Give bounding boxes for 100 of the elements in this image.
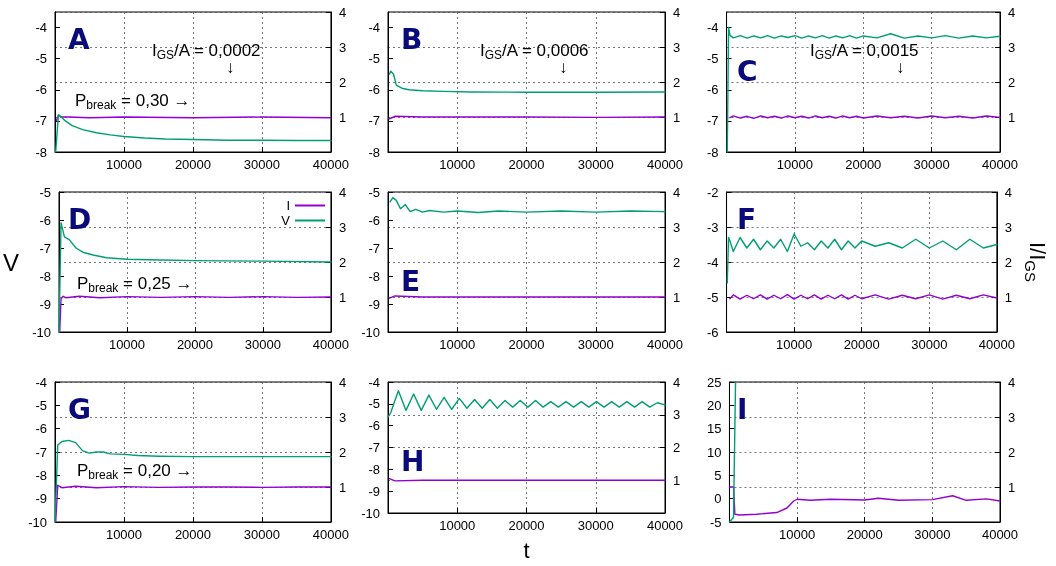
x-tick-label: 30000 [577, 518, 614, 533]
y-tick-label: 25 [706, 374, 722, 390]
y2-tick-label: 3 [338, 39, 347, 55]
y2-tick-label: 2 [673, 254, 681, 270]
y-tick-label: -5 [709, 514, 722, 530]
y-tick-label: -8 [368, 461, 380, 477]
y2-tick-label: 2 [1004, 254, 1013, 270]
y2-tick-label: 2 [338, 444, 347, 460]
y-tick-label: -4 [35, 20, 47, 36]
x-tick-label: 10000 [439, 337, 476, 352]
y2-tick-label: 2 [338, 254, 347, 270]
x-tick-label: 20000 [508, 518, 545, 533]
y-tick-label: -6 [368, 82, 380, 98]
y-tick-label: -5 [368, 184, 380, 200]
x-tick-label: 30000 [243, 157, 281, 172]
y2-tick-label: 4 [1004, 184, 1013, 200]
y2-tick-label: 1 [673, 289, 681, 305]
y2-tick-label: 3 [338, 409, 347, 425]
y-tick-label: 5 [714, 467, 722, 483]
y2-tick-label: 4 [673, 374, 681, 390]
x-tick-label: 40000 [312, 157, 349, 172]
x-tick-label: 20000 [843, 337, 880, 352]
annotation: ↓ [559, 57, 568, 77]
y2-tick-label: 2 [338, 74, 347, 90]
y2-tick-label: 3 [1004, 219, 1013, 235]
x-tick-label: 10000 [776, 157, 813, 172]
x-tick-label: 40000 [312, 527, 349, 542]
y-tick-label: -8 [35, 144, 47, 160]
y-axis-title: V [2, 248, 20, 276]
x-tick-label: 20000 [508, 337, 545, 352]
x-tick-label: 40000 [978, 337, 1015, 352]
x-tick-label: 20000 [174, 157, 212, 172]
annotation: ↓ [896, 57, 905, 77]
x-tick-label: 30000 [243, 527, 281, 542]
x-tick-label: 10000 [439, 157, 476, 172]
y2-tick-label: 3 [1008, 409, 1016, 425]
x-tick-label: 40000 [312, 337, 349, 352]
y-tick-label: -6 [707, 324, 719, 340]
y-tick-label: -4 [35, 374, 47, 390]
y-tick-label: -7 [707, 113, 719, 129]
y-tick-label: -7 [39, 240, 52, 256]
chart-title: G [68, 392, 91, 426]
legend-label: I [286, 198, 290, 213]
y2-tick-label: 1 [1008, 109, 1016, 125]
y-tick-label: -7 [35, 113, 47, 129]
x-tick-label: 30000 [577, 337, 614, 352]
y2-tick-label: 1 [1004, 289, 1013, 305]
text: H [401, 444, 425, 478]
y-tick-label: -5 [35, 51, 47, 67]
y-tick-label: -4 [707, 254, 719, 270]
y-tick-label: -7 [368, 113, 380, 129]
annotation: ↓ [226, 57, 235, 77]
y-tick-label: -4 [368, 374, 380, 390]
x-tick-label: 30000 [913, 157, 950, 172]
chart-title: I [737, 392, 748, 426]
y-tick-label: -4 [368, 20, 380, 36]
y-tick-label: 20 [706, 397, 722, 413]
y-tick-label: -8 [368, 144, 380, 160]
y2-tick-label: 3 [673, 219, 681, 235]
y-tick-label: -2 [707, 184, 719, 200]
y2-tick-label: 4 [1008, 374, 1016, 390]
y-tick-label: -5 [368, 396, 380, 412]
y-tick-label: -6 [35, 421, 47, 437]
y-tick-label: -8 [35, 467, 47, 483]
y-tick-label: -9 [368, 296, 380, 312]
x-tick-label: 20000 [845, 157, 882, 172]
x-tick-label: 30000 [914, 527, 951, 542]
legend-label: V [281, 213, 291, 228]
y2-tick-label: 2 [1008, 74, 1016, 90]
y-tick-label: -5 [707, 289, 719, 305]
x-tick-label: 10000 [439, 518, 476, 533]
text: C [737, 54, 758, 88]
x-tick-label: 30000 [244, 337, 282, 352]
x-tick-label: 20000 [846, 527, 883, 542]
y-tick-label: -6 [368, 418, 380, 434]
chart-title: F [737, 202, 757, 236]
chart-title: A [68, 22, 90, 56]
x-tick-label: 30000 [577, 157, 614, 172]
y-tick-label: -8 [39, 268, 52, 284]
y-tick-label: -8 [368, 268, 380, 284]
y2-tick-label: 4 [1008, 4, 1016, 20]
y-tick-label: -9 [368, 483, 380, 499]
x-tick-label: 40000 [646, 157, 684, 172]
y2-tick-label: 4 [673, 184, 681, 200]
y2-tick-label: 1 [338, 479, 347, 495]
y2-tick-label: 2 [673, 74, 681, 90]
y-tick-label: -10 [32, 324, 52, 340]
x-tick-label: 20000 [174, 527, 212, 542]
chart-title: B [401, 22, 423, 56]
y2-tick-label: 3 [673, 407, 681, 423]
x-axis-title: t [523, 537, 530, 563]
text: E [401, 264, 421, 298]
x-tick-label: 10000 [779, 527, 816, 542]
x-tick-label: 40000 [981, 157, 1019, 172]
y2-tick-label: 4 [338, 374, 347, 390]
line-series [728, 486, 1001, 516]
y2-tick-label: 1 [673, 472, 681, 488]
y2-tick-label: 2 [673, 440, 681, 455]
x-tick-label: 10000 [108, 337, 146, 352]
y2-tick-label: 1 [1008, 479, 1016, 495]
